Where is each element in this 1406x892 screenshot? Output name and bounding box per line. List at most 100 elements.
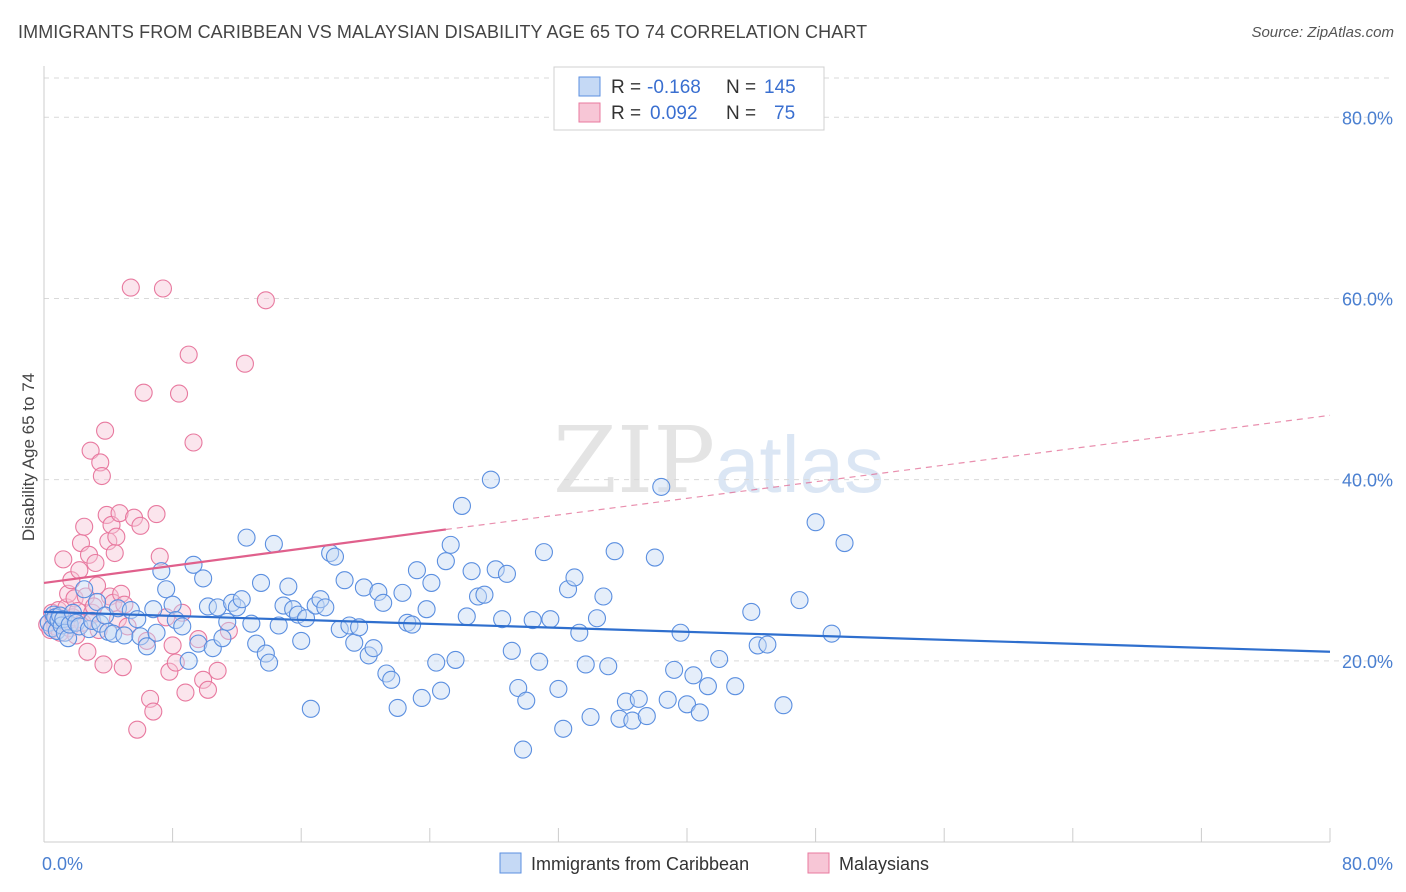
legend-swatch-pink	[578, 102, 601, 123]
data-point-caribbean	[393, 583, 412, 602]
data-point-caribbean	[637, 707, 656, 726]
trendline-malaysians-extension	[445, 414, 1331, 531]
data-point-caribbean	[497, 564, 517, 583]
data-point-caribbean	[237, 528, 256, 547]
data-point-caribbean	[493, 610, 512, 629]
data-point-caribbean	[374, 593, 393, 612]
data-point-caribbean	[554, 719, 573, 738]
data-point-malaysians	[128, 720, 147, 739]
y-tick-label: 20.0%	[1342, 652, 1393, 672]
data-point-caribbean	[432, 681, 451, 700]
watermark-atlas: atlas	[715, 420, 884, 509]
data-point-caribbean	[173, 617, 192, 636]
data-point-caribbean	[345, 633, 364, 652]
data-point-caribbean	[218, 612, 237, 631]
y-axis-label: Disability Age 65 to 74	[19, 373, 38, 541]
data-point-caribbean	[208, 598, 227, 617]
data-point-malaysians	[194, 670, 213, 689]
trendline-malaysians	[43, 528, 447, 585]
data-point-malaysians	[208, 661, 227, 680]
data-point-malaysians	[78, 642, 97, 661]
data-point-malaysians	[144, 702, 163, 721]
bottom-legend-label-pink: Malaysians	[839, 854, 929, 874]
bottom-legend: Immigrants from Caribbean Malaysians	[499, 852, 929, 874]
data-point-caribbean	[325, 547, 345, 566]
data-point-caribbean	[316, 598, 335, 617]
data-point-caribbean	[758, 635, 777, 654]
data-point-caribbean	[115, 626, 134, 645]
data-point-malaysians	[112, 584, 131, 603]
legend-r-value-pink: 0.092	[650, 103, 698, 124]
data-point-malaysians	[134, 383, 153, 402]
data-point-malaysians	[153, 279, 173, 298]
data-point-caribbean	[350, 618, 369, 637]
data-point-malaysians	[107, 527, 126, 546]
x-tick-label: 0.0%	[42, 854, 83, 874]
data-point-caribbean	[513, 740, 533, 759]
data-point-caribbean	[742, 602, 761, 621]
data-point-malaysians	[92, 466, 111, 486]
data-point-malaysians	[219, 621, 238, 640]
data-point-caribbean	[441, 535, 460, 554]
data-point-caribbean	[59, 629, 78, 648]
data-point-malaysians	[176, 683, 195, 702]
data-point-malaysians	[113, 658, 132, 677]
data-point-caribbean	[652, 477, 671, 496]
y-tick-label: 60.0%	[1342, 289, 1393, 309]
data-point-caribbean	[369, 582, 388, 602]
data-point-caribbean	[87, 592, 107, 611]
x-tick-label: 80.0%	[1342, 854, 1393, 874]
legend-r-value-blue: -0.168	[647, 77, 701, 98]
data-point-malaysians	[179, 345, 198, 364]
data-point-malaysians	[54, 550, 73, 569]
legend-n-label: N =	[726, 103, 756, 124]
legend-swatch-blue	[578, 76, 601, 97]
data-point-caribbean	[475, 585, 494, 604]
data-point-malaysians	[160, 662, 179, 681]
data-point-caribbean	[412, 688, 431, 708]
data-point-caribbean	[457, 607, 476, 626]
data-point-caribbean	[203, 639, 222, 658]
data-point-caribbean	[296, 609, 316, 628]
data-point-caribbean	[565, 568, 584, 587]
data-point-malaysians	[121, 278, 140, 297]
data-point-caribbean	[468, 587, 488, 606]
data-point-caribbean	[417, 600, 436, 619]
data-point-caribbean	[462, 562, 481, 581]
data-point-caribbean	[509, 678, 528, 698]
data-point-caribbean	[558, 580, 578, 599]
trendline-caribbean	[43, 610, 1331, 653]
data-point-caribbean	[232, 590, 251, 609]
chart-source: Source: ZipAtlas.com	[1251, 24, 1394, 41]
data-point-caribbean	[364, 639, 383, 658]
legend-r-label: R =	[611, 103, 641, 124]
data-point-caribbean	[726, 677, 745, 696]
data-point-malaysians	[150, 547, 169, 566]
data-point-caribbean	[774, 696, 793, 715]
data-point-caribbean	[605, 542, 624, 561]
series-malaysians	[38, 278, 275, 739]
data-point-caribbean	[75, 580, 94, 599]
data-point-caribbean	[382, 670, 401, 689]
data-point-malaysians	[256, 291, 275, 310]
data-point-caribbean	[517, 691, 536, 710]
data-point-malaysians	[70, 561, 89, 580]
data-point-caribbean	[137, 637, 156, 656]
data-point-caribbean	[198, 597, 218, 616]
data-point-caribbean	[436, 552, 455, 571]
data-point-caribbean	[710, 649, 729, 669]
bottom-legend-swatch-pink	[807, 852, 830, 874]
axes	[43, 66, 1331, 843]
tick-labels: 20.0% 40.0% 60.0% 80.0% 0.0% 80.0%	[42, 108, 1393, 874]
data-point-caribbean	[292, 631, 311, 650]
data-point-caribbean	[279, 577, 298, 596]
data-point-caribbean	[530, 652, 549, 671]
data-point-caribbean	[677, 695, 697, 714]
data-point-caribbean	[194, 569, 213, 588]
legend-n-label: N =	[726, 77, 756, 98]
data-point-caribbean	[623, 711, 642, 730]
data-point-malaysians	[184, 433, 203, 452]
legend-n-value-blue: 145	[764, 77, 796, 98]
bottom-legend-swatch-blue	[499, 852, 522, 874]
data-point-caribbean	[247, 634, 266, 653]
